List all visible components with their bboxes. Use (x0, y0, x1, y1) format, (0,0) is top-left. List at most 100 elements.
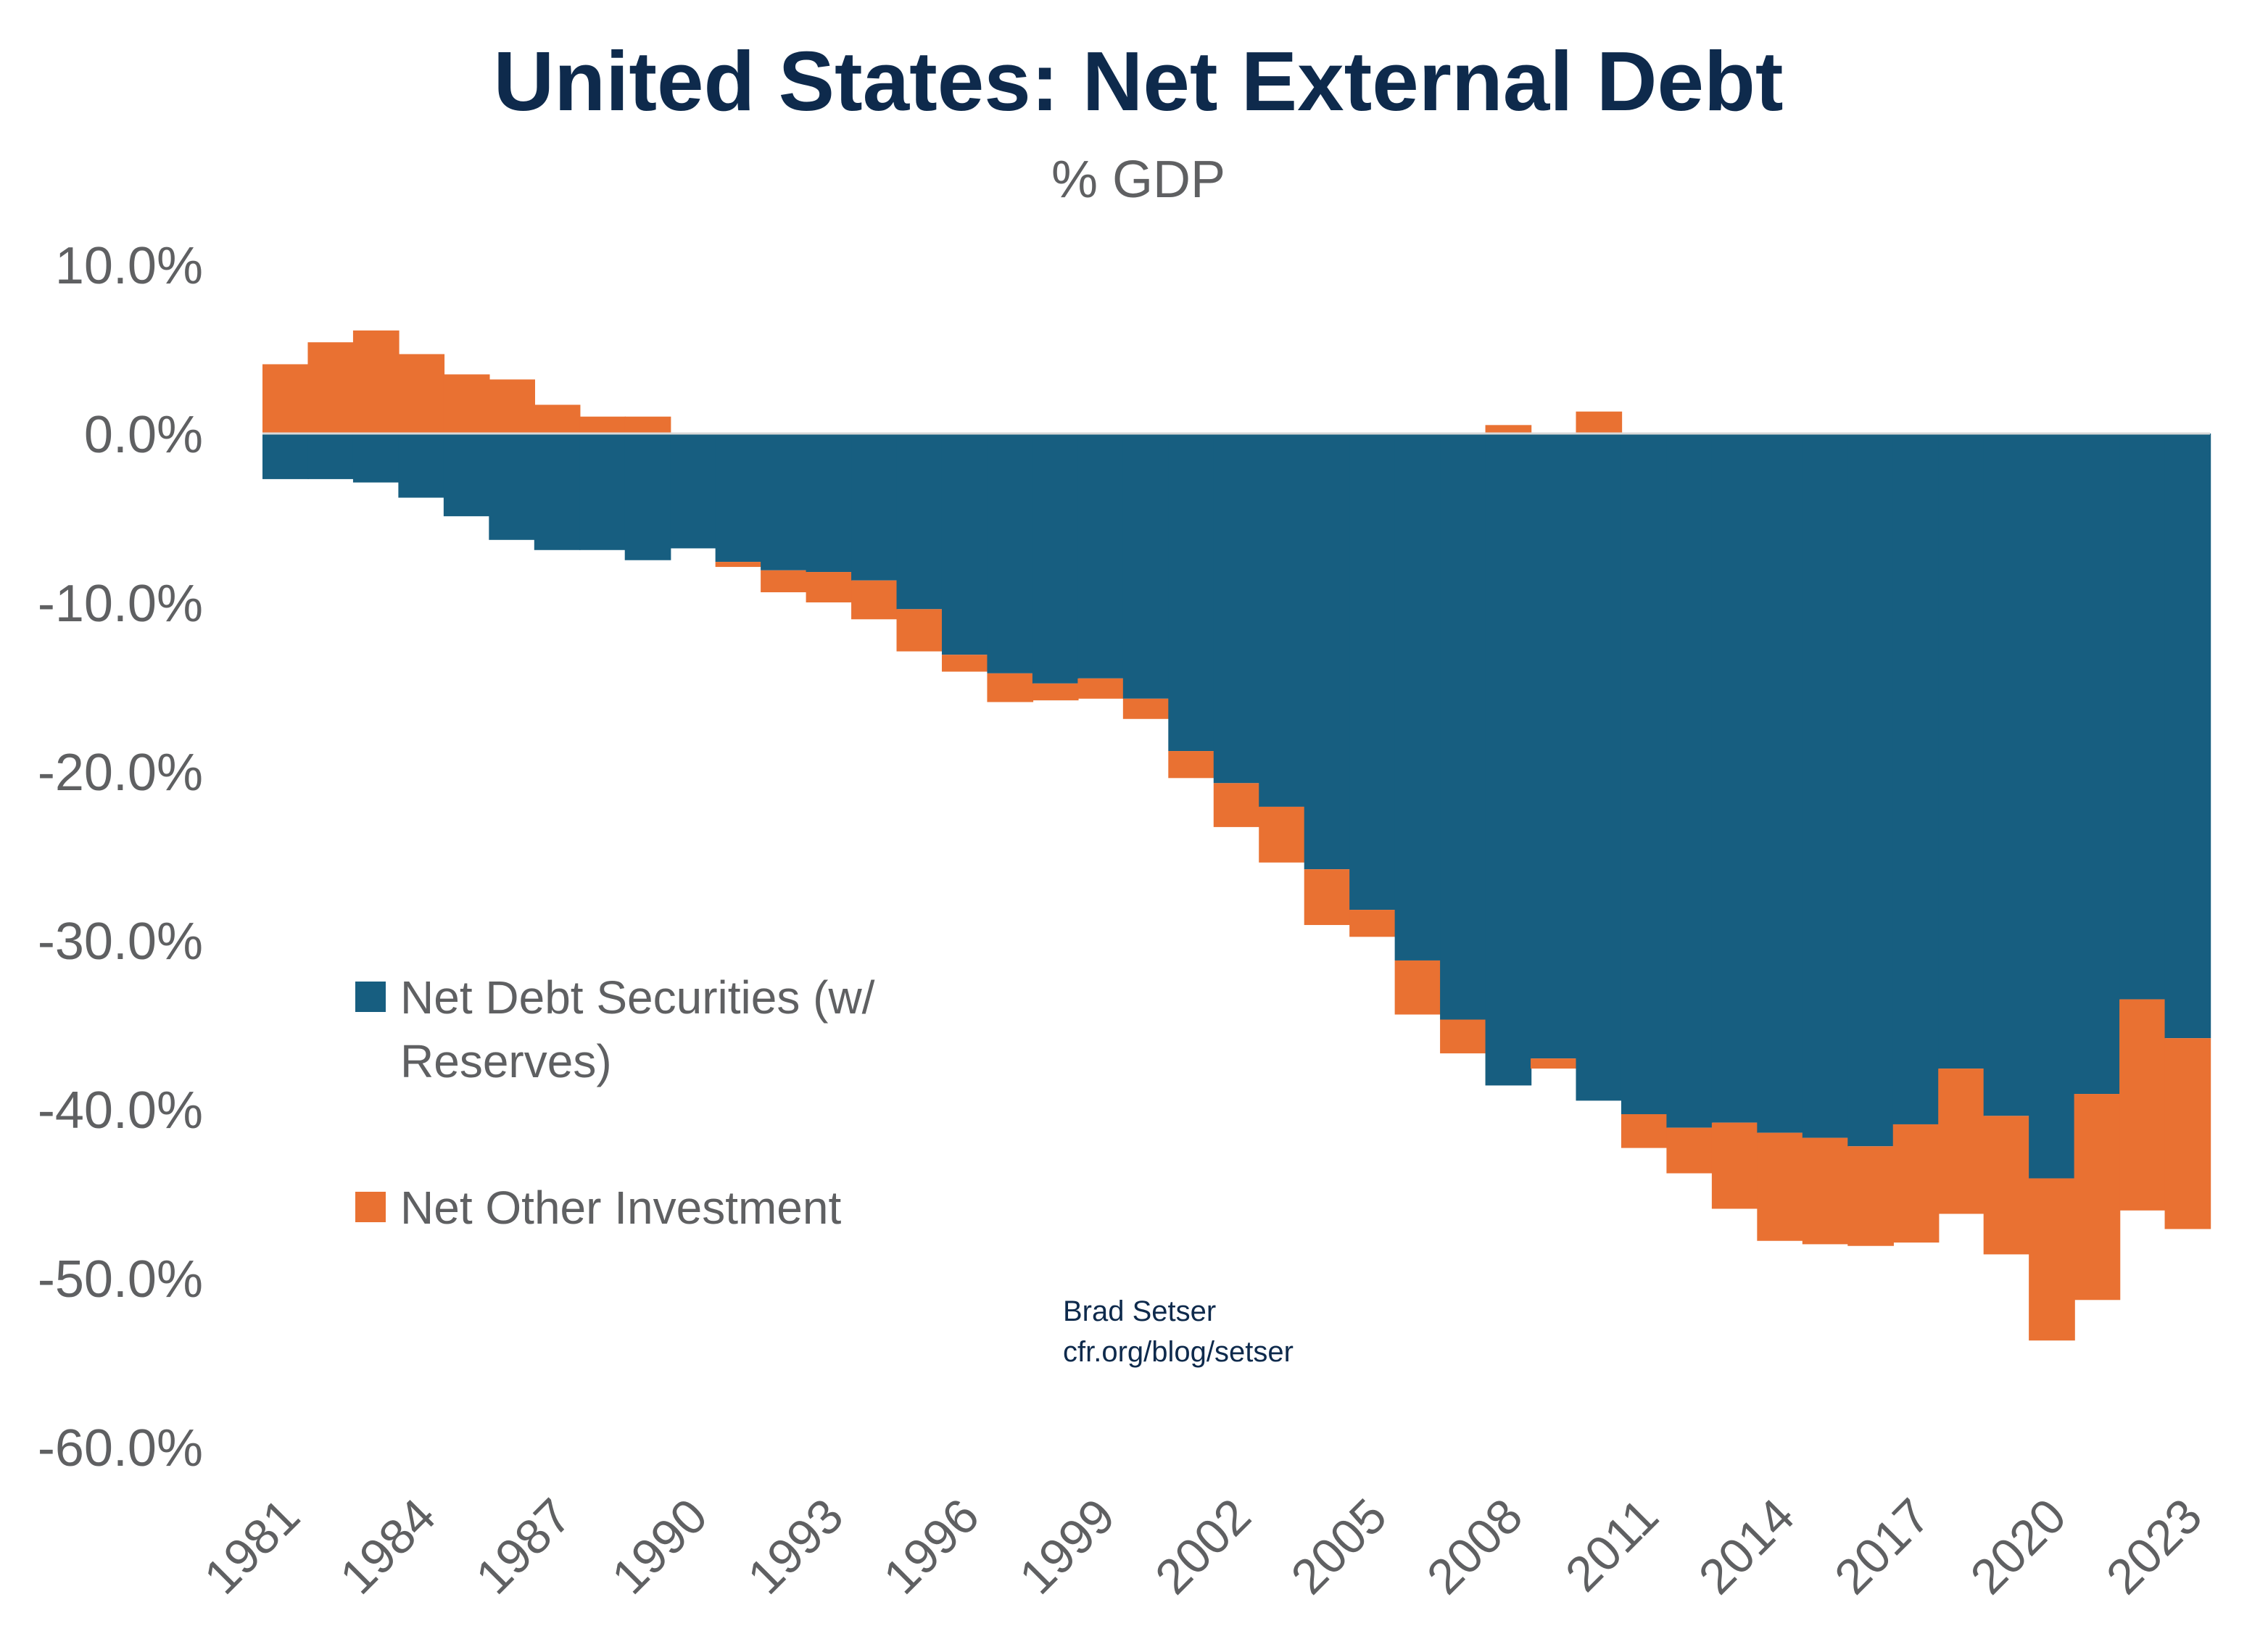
bar-net-other-investment-2011 (1621, 1113, 1668, 1148)
x-tick-label: 2011 (1555, 1488, 1669, 1602)
y-tick-label: 10.0% (55, 237, 203, 295)
bar-net-debt-securities-2021 (2074, 433, 2121, 1095)
bar-net-debt-securities-2014 (1757, 433, 1804, 1133)
x-tick-label: 2002 (1145, 1488, 1262, 1605)
bar-net-debt-securities-1994 (851, 433, 898, 581)
bar-net-other-investment-1991 (715, 562, 762, 568)
x-tick-label: 1981 (194, 1488, 310, 1605)
bar-net-other-investment-1982 (307, 342, 355, 433)
y-tick-label: -30.0% (38, 913, 203, 971)
source-url: cfr.org/blog/setser (1063, 1336, 1294, 1368)
bar-net-debt-securities-2001 (1168, 433, 1214, 752)
legend-label-net-other-investment: Net Other Investment (400, 1182, 841, 1234)
x-tick-label: 1987 (465, 1488, 582, 1605)
y-tick-label: -40.0% (38, 1082, 203, 1140)
bar-net-other-investment-2003 (1259, 806, 1305, 863)
y-tick-label: 0.0% (84, 406, 203, 464)
bar-net-other-investment-1986 (489, 379, 535, 433)
bar-net-other-investment-1996 (941, 655, 988, 672)
bar-net-debt-securities-1992 (761, 433, 807, 571)
bar-net-other-investment-2007 (1440, 1019, 1486, 1054)
bar-net-debt-securities-2022 (2119, 433, 2166, 1000)
bar-net-debt-securities-2020 (2029, 433, 2075, 1179)
bar-net-other-investment-2005 (1349, 910, 1396, 937)
x-tick-label: 2014 (1688, 1488, 1805, 1605)
bar-net-other-investment-1993 (806, 572, 853, 602)
bar-net-other-investment-2015 (1802, 1137, 1849, 1245)
bar-net-other-investment-2000 (1122, 698, 1170, 719)
y-tick-label: -60.0% (38, 1419, 203, 1477)
bar-net-other-investment-2004 (1304, 869, 1351, 926)
y-tick-label: -20.0% (38, 744, 203, 802)
bar-net-other-investment-2008 (1485, 425, 1532, 433)
bar-net-other-investment-1992 (761, 570, 807, 593)
x-tick-label: 2020 (1960, 1488, 2077, 1605)
bar-net-debt-securities-1998 (1032, 433, 1079, 684)
bar-net-debt-securities-1990 (670, 433, 716, 549)
bar-net-other-investment-2019 (1983, 1116, 2030, 1255)
bar-net-debt-securities-1997 (987, 433, 1034, 673)
x-tick-label: 1990 (601, 1488, 718, 1605)
bar-net-other-investment-1981 (262, 364, 309, 433)
bar-net-other-investment-1984 (398, 354, 445, 433)
x-tick-label: 1984 (330, 1488, 447, 1605)
bar-net-other-investment-2021 (2074, 1094, 2121, 1300)
bar-net-other-investment-1998 (1032, 683, 1079, 701)
bars (262, 330, 2211, 1341)
bar-net-debt-securities-1995 (896, 433, 943, 610)
bar-net-debt-securities-2004 (1304, 433, 1351, 870)
bar-net-debt-securities-1981 (262, 433, 309, 479)
x-tick-label: 2008 (1417, 1488, 1534, 1605)
bar-net-other-investment-1985 (443, 374, 490, 433)
bar-net-other-investment-2016 (1847, 1146, 1894, 1246)
bar-net-other-investment-2002 (1213, 783, 1260, 827)
bar-net-debt-securities-1983 (352, 433, 400, 483)
bar-net-debt-securities-2007 (1440, 433, 1486, 1020)
bar-net-debt-securities-1996 (941, 433, 988, 655)
y-tick-label: -50.0% (38, 1250, 203, 1308)
bar-net-debt-securities-2009 (1531, 433, 1577, 1059)
bar-net-debt-securities-2000 (1122, 433, 1170, 699)
x-tick-label: 2017 (1824, 1488, 1941, 1605)
x-tick-label: 2023 (2096, 1488, 2213, 1605)
bar-net-debt-securities-1986 (489, 433, 535, 540)
bar-net-debt-securities-2002 (1213, 433, 1260, 784)
x-axis: 1981 1984 1987 1990 1993 1996 1999 2002 2005 2008… (194, 1488, 2212, 1605)
bar-net-debt-securities-2006 (1394, 433, 1441, 961)
y-axis: 10.0% 0.0% -10.0% -20.0% -30.0% -40.0% -50.0% -… (38, 237, 203, 1477)
x-tick-label: 1993 (737, 1488, 854, 1605)
legend-label-net-debt-securities: Net Debt Securities (w/Reserves) (400, 971, 875, 1087)
bar-net-other-investment-2010 (1576, 411, 1623, 433)
bar-net-debt-securities-1991 (715, 433, 762, 563)
legend-swatch-net-debt-securities (355, 982, 386, 1012)
bar-net-other-investment-2018 (1938, 1069, 1984, 1214)
bar-net-debt-securities-2017 (1892, 433, 1940, 1124)
chart-title: United States: Net External Debt (493, 34, 1783, 128)
bar-net-debt-securities-1988 (579, 433, 626, 550)
bar-net-other-investment-2006 (1394, 960, 1441, 1015)
bar-net-other-investment-2013 (1711, 1122, 1758, 1209)
bar-net-other-investment-2009 (1531, 1058, 1577, 1069)
bar-net-other-investment-1994 (851, 580, 898, 620)
bar-net-debt-securities-2013 (1711, 433, 1758, 1123)
x-tick-label: 1996 (873, 1488, 990, 1605)
bar-net-debt-securities-1989 (624, 433, 671, 560)
bar-net-debt-securities-2012 (1666, 433, 1713, 1128)
legend: Net Debt Securities (w/Reserves) Net Oth… (355, 971, 875, 1234)
bar-net-other-investment-2014 (1757, 1132, 1804, 1241)
bar-net-other-investment-1987 (534, 405, 581, 433)
bar-net-debt-securities-2015 (1802, 433, 1849, 1138)
chart-subtitle: % GDP (1051, 151, 1225, 209)
x-tick-label: 2005 (1280, 1488, 1397, 1605)
bar-net-other-investment-2001 (1168, 751, 1214, 779)
bar-net-debt-securities-2018 (1938, 433, 1984, 1069)
bar-net-debt-securities-2023 (2164, 433, 2211, 1039)
bar-net-debt-securities-2011 (1621, 433, 1668, 1114)
bar-net-debt-securities-1984 (398, 433, 445, 498)
bar-net-other-investment-1995 (896, 609, 943, 652)
bar-net-debt-securities-2008 (1485, 433, 1532, 1086)
bar-net-other-investment-1999 (1077, 678, 1125, 699)
bar-net-debt-securities-2005 (1349, 433, 1396, 910)
legend-swatch-net-other-investment (355, 1192, 386, 1222)
bar-net-debt-securities-1987 (534, 433, 581, 550)
